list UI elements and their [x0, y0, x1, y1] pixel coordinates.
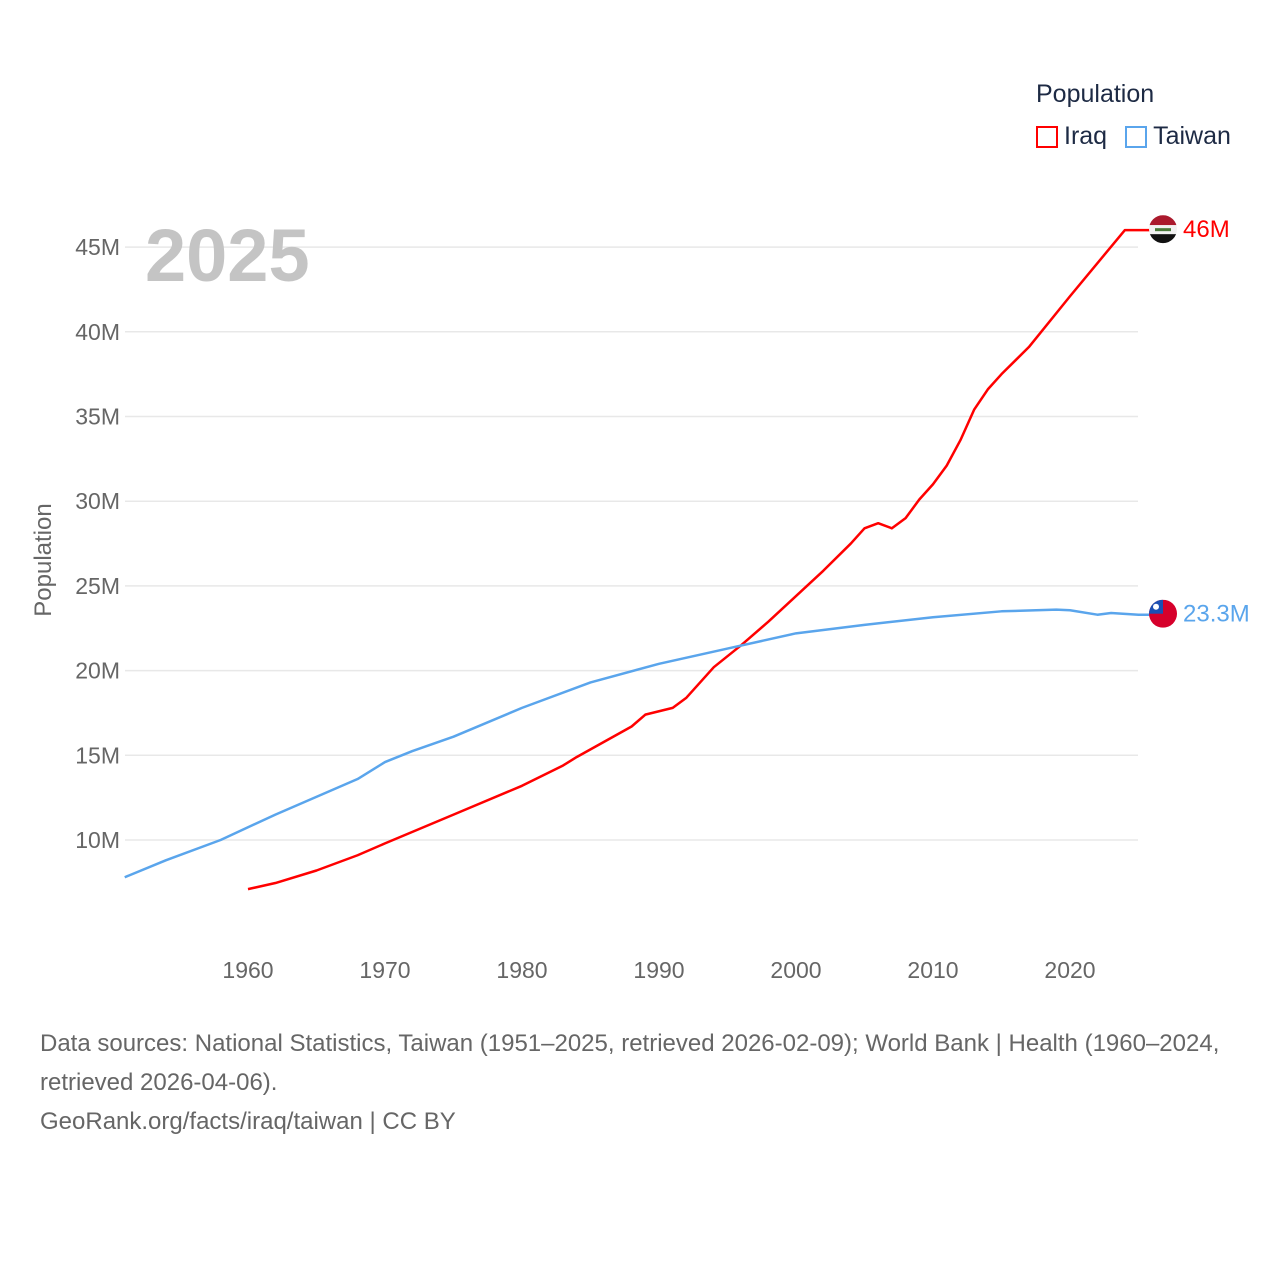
x-tick-label: 2010 — [907, 957, 958, 983]
series-line-iraq — [247, 228, 1150, 891]
legend-swatch-iraq — [1036, 125, 1058, 148]
x-tick-label: 2020 — [1044, 957, 1095, 983]
flag-sun — [1153, 603, 1159, 610]
series-lines — [124, 228, 1150, 891]
flag-stripe-red — [1149, 215, 1177, 226]
flag-body — [1149, 215, 1177, 244]
y-tick-label: 30M — [75, 488, 120, 514]
legend-label-taiwan: Taiwan — [1153, 122, 1231, 150]
y-tick-label: 35M — [75, 404, 120, 430]
series-line-taiwan — [124, 608, 1150, 879]
y-tick-label: 15M — [75, 742, 120, 768]
end-value-label-iraq: 46M — [1183, 216, 1230, 243]
y-axis-ticks: 10M 15M 20M 25M 30M 35M 40M 45M — [75, 234, 120, 853]
grid-lines — [125, 246, 1138, 841]
data-sources: Data sources: National Statistics, Taiwa… — [40, 1030, 1220, 1096]
legend-item-iraq[interactable]: Iraq — [1036, 122, 1107, 151]
end-markers: 46M 23.3M — [1149, 215, 1250, 628]
y-tick-label: 40M — [75, 319, 120, 345]
y-tick-label: 25M — [75, 573, 120, 599]
y-tick-label: 20M — [75, 658, 120, 684]
x-tick-label: 1960 — [222, 957, 273, 983]
legend: Iraq Taiwan — [1036, 122, 1241, 151]
legend-swatch-taiwan — [1125, 125, 1148, 148]
flag-script — [1155, 228, 1171, 232]
iraq-flag-icon — [1149, 215, 1177, 244]
x-tick-label: 1980 — [496, 957, 547, 983]
x-tick-label: 1990 — [633, 957, 684, 983]
y-tick-label: 45M — [75, 234, 120, 260]
x-tick-label: 2000 — [770, 957, 821, 983]
footer: Data sources: National Statistics, Taiwa… — [40, 1024, 1250, 1141]
end-value-label-taiwan: 23.3M — [1183, 601, 1250, 628]
attribution-link[interactable]: GeoRank.org/facts/iraq/taiwan | CC BY — [40, 1108, 456, 1135]
legend-item-taiwan[interactable]: Taiwan — [1125, 122, 1231, 151]
year-watermark: 2025 — [145, 214, 310, 297]
taiwan-flag-icon — [1149, 599, 1177, 628]
flag-stripe-black — [1149, 234, 1177, 244]
y-tick-label: 10M — [75, 827, 120, 853]
x-tick-label: 1970 — [359, 957, 410, 983]
y-axis-label: Population — [30, 503, 57, 616]
legend-label-iraq: Iraq — [1064, 122, 1108, 150]
legend-title: Population — [1036, 80, 1155, 108]
flag-body — [1149, 599, 1177, 628]
x-axis-ticks: 1960 1970 1980 1990 2000 2010 2020 — [222, 957, 1095, 983]
population-line-chart: 10M 15M 20M 25M 30M 35M 40M 45M 1960 1970 1980 199… — [30, 214, 1250, 983]
